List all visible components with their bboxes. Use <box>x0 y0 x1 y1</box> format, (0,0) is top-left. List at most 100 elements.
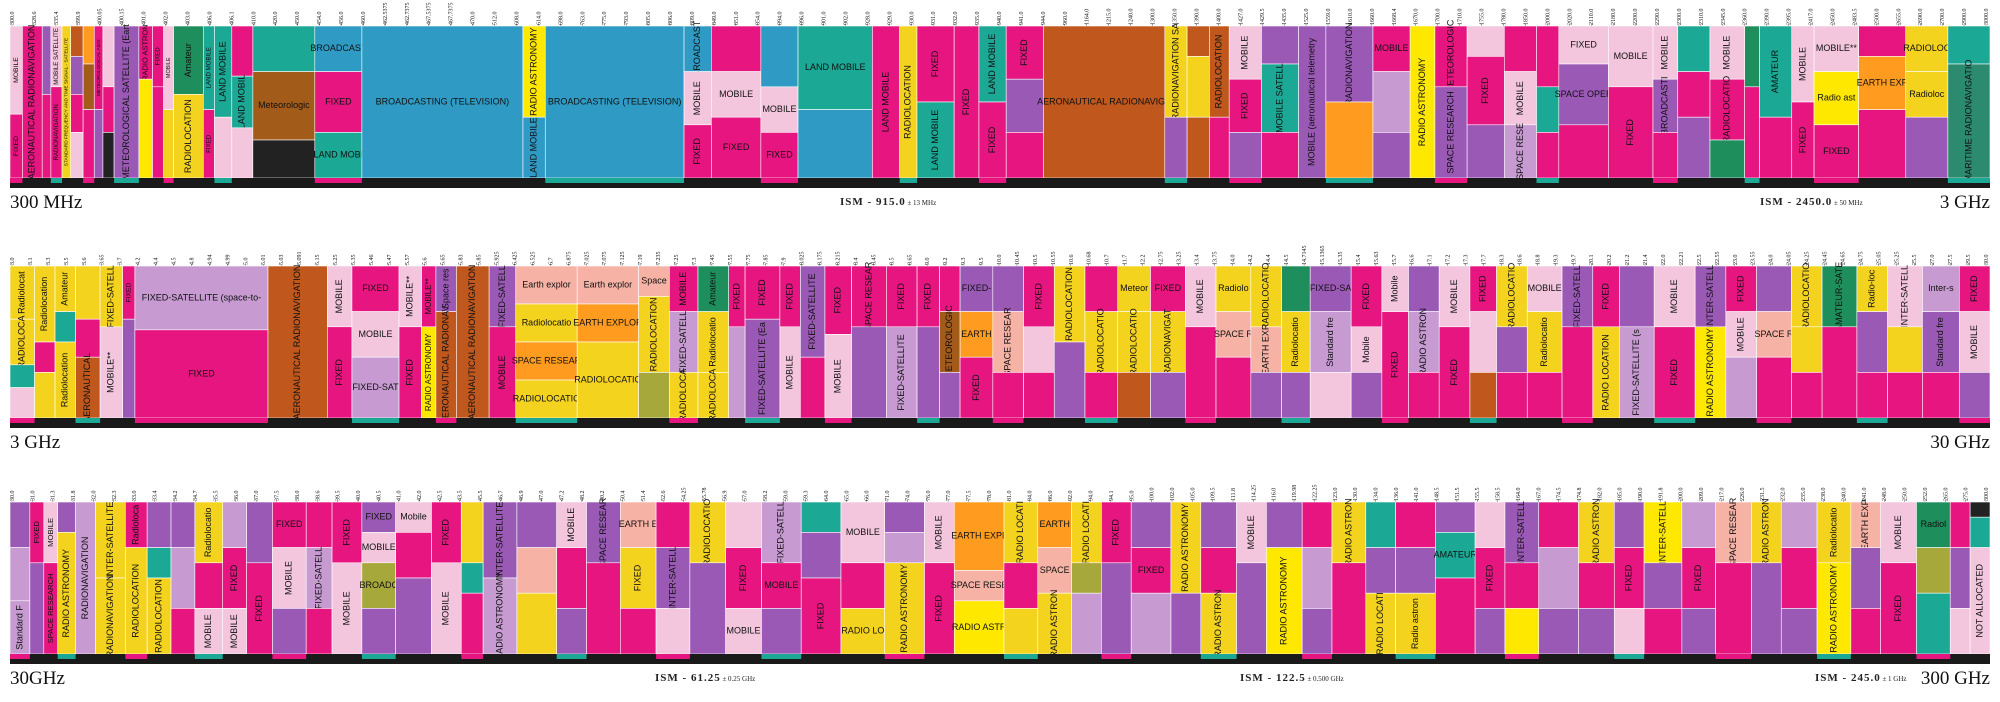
frequency-tick-label: 1390.0 <box>1194 9 1200 26</box>
allocation-band-label: RADIOLOC <box>1903 43 1951 53</box>
allocation-band-label: RADIONAVIGAT <box>1162 308 1172 375</box>
allocation-band <box>222 501 247 548</box>
allocation-band <box>395 577 432 655</box>
allocation-band-label: Radio-loc <box>1867 269 1877 308</box>
allocation-band <box>1023 265 1055 328</box>
allocation-band-label: MOBILE <box>692 81 702 115</box>
frequency-tick-label: 1850.0 <box>1523 9 1529 26</box>
allocation-band-label: MOBILE** <box>1816 43 1858 53</box>
frequency-tick-label: 13.75 <box>1212 252 1218 266</box>
allocation-band-label: SPACE RESEAR <box>512 355 582 365</box>
allocation-band <box>1435 501 1476 533</box>
allocation-band <box>214 116 233 179</box>
frequency-tick-label: 77.0 <box>946 491 952 502</box>
allocation-band <box>1613 501 1645 548</box>
allocation-band <box>102 25 115 88</box>
baseline-marker <box>1814 178 1859 183</box>
frequency-tick-label: 130.0 <box>1353 488 1359 502</box>
baseline-marker <box>1434 178 1468 183</box>
allocation-band <box>1856 311 1888 373</box>
frequency-tick-label: 102.0 <box>1170 488 1176 502</box>
allocation-band-label: FIXED <box>13 136 20 156</box>
allocation-band <box>1816 501 1852 564</box>
allocation-band <box>1922 372 1960 419</box>
allocation-band <box>924 562 955 655</box>
allocation-band <box>1261 25 1299 65</box>
frequency-tick-label: 2500.0 <box>1874 9 1880 26</box>
allocation-band <box>10 501 31 548</box>
allocation-band-label: MOBILE <box>846 527 880 537</box>
frequency-tick-label: 31.3 <box>51 491 57 502</box>
allocation-band-label: AERONAUTICAL RADIONAVIGATION <box>292 265 302 420</box>
allocation-band <box>515 265 578 305</box>
allocation-band-label: Space <box>641 276 667 286</box>
frequency-tick-label: 805.0 <box>646 12 652 26</box>
frequency-tick-label: 941.0 <box>1019 12 1025 26</box>
allocation-band <box>170 608 196 655</box>
allocation-band-label: METEOROLOGIC <box>944 305 954 379</box>
allocation-band <box>851 265 887 328</box>
frequency-tick-label: 462.5375 <box>383 3 389 26</box>
allocation-band-label: FIXED <box>1823 146 1850 156</box>
allocation-band <box>655 547 691 609</box>
frequency-tick-label: 763.0 <box>580 12 586 26</box>
allocation-band-label: MOBILE <box>1660 36 1670 70</box>
frequency-tick-label: 775.0 <box>602 12 608 26</box>
allocation-band-label: LAND MOBIL <box>237 75 247 130</box>
allocation-band-label: MOBILE <box>678 272 688 306</box>
allocation-band-label: Standard F <box>14 605 24 650</box>
frequency-tick-label: 6.7 <box>548 258 554 266</box>
allocation-band-label: SPACE RESEAR <box>598 497 608 567</box>
allocation-band <box>1150 372 1186 419</box>
frequency-tick-label: 190.0 <box>1638 488 1644 502</box>
frequency-tick-label: 6.525 <box>530 252 536 266</box>
allocation-band-label: FIXED-SATELLITE <box>896 334 906 410</box>
baseline-marker <box>1395 654 1436 659</box>
frequency-tick-label: 74.0 <box>905 491 911 502</box>
allocation-band-label: FIXED-SATELL <box>1572 265 1582 327</box>
allocation-band-label: RADIOLOCATION <box>131 564 141 638</box>
frequency-tick-label: 65.0 <box>844 491 850 502</box>
allocation-band <box>884 532 925 564</box>
allocation-band-label: RADIOLOCATION <box>153 579 163 653</box>
frequency-tick-label: 50.4 <box>621 491 627 502</box>
frequency-tick-label: 37.5 <box>275 491 281 502</box>
baseline-marker <box>656 654 690 659</box>
baseline-marker <box>1302 654 1332 659</box>
allocation-band-label: Mobile <box>1390 276 1400 303</box>
allocation-band <box>102 132 115 179</box>
allocation-band <box>70 25 84 57</box>
frequency-tick-label: 3.7 <box>118 258 124 266</box>
allocation-band <box>173 94 204 179</box>
baseline-marker <box>1959 418 1990 423</box>
allocation-band-label: RADIO ASTRONOMY <box>494 572 504 661</box>
allocation-band <box>516 592 557 655</box>
frequency-tick-label: 174.5 <box>1557 488 1563 502</box>
allocation-band-label: MOBILE <box>229 614 239 648</box>
allocation-band-label: EARTH <box>1039 519 1069 529</box>
allocation-band <box>1922 265 1960 312</box>
frequency-tick-label: 231.5 <box>1760 488 1766 502</box>
baseline-marker <box>1817 654 1851 659</box>
ism-band-frequency: ISM - 2450.0 <box>1760 196 1833 208</box>
baseline-marker <box>57 654 76 659</box>
allocation-band <box>1643 562 1683 609</box>
baseline-marker <box>884 654 925 659</box>
allocation-band-label: MOBILE <box>764 580 798 590</box>
allocation-band <box>1780 547 1818 609</box>
allocation-band <box>10 387 35 419</box>
allocation-band <box>1408 372 1440 419</box>
allocation-band <box>1880 562 1917 655</box>
allocation-band <box>959 311 994 358</box>
allocation-band <box>1905 116 1949 179</box>
frequency-tick-label: 335.4 <box>54 12 60 26</box>
allocation-band <box>1858 25 1907 57</box>
frequency-tick-label: 400.05 <box>98 9 104 26</box>
allocation-band <box>82 63 95 110</box>
frequency-tick-label: 15.7 <box>1392 255 1398 266</box>
allocation-band <box>544 25 685 179</box>
frequency-tick-label: 32.3 <box>112 491 118 502</box>
allocation-band <box>689 562 726 655</box>
frequency-tick-label: 4.8 <box>189 258 195 266</box>
frequency-tick-label: 929.0 <box>887 12 893 26</box>
